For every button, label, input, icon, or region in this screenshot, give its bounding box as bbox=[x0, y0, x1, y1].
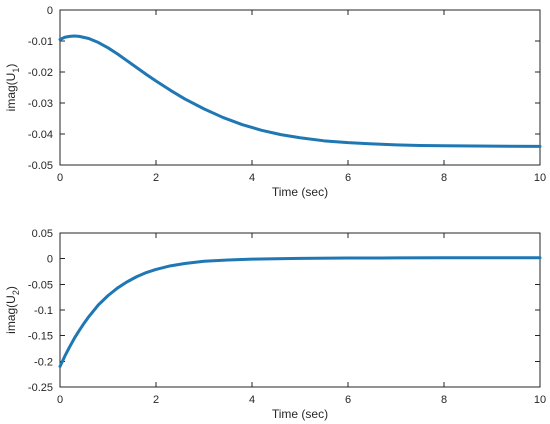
chart-2-axes-box bbox=[59, 232, 541, 388]
chart-1-axes-box bbox=[59, 9, 541, 166]
chart-1-x-tick-label: 10 bbox=[534, 172, 546, 184]
chart-2-x-axis-label: Time (sec) bbox=[272, 407, 328, 421]
chart-1-y-axis-label-subscript: 1 bbox=[11, 68, 21, 73]
chart-1-x-tick-label: 8 bbox=[441, 172, 447, 184]
chart-1-y-tick-label: -0.05 bbox=[28, 160, 53, 172]
plot-imag-u1: 0 2 4 6 8 10 -0.05 -0.04 -0.03 -0.02 -0.01 0 Time (s… bbox=[4, 5, 546, 199]
chart-1-x-tick-label: 6 bbox=[345, 172, 351, 184]
chart-2-y-tick-label: 0 bbox=[47, 254, 53, 266]
chart-1-y-tick-label: 0 bbox=[47, 5, 53, 17]
chart-2-x-tick-label: 4 bbox=[249, 394, 255, 406]
chart-1-y-axis-label: imag(U1) bbox=[4, 64, 21, 112]
chart-2-y-axis-label-subscript: 2 bbox=[11, 290, 21, 295]
chart-1-y-tick-label: -0.01 bbox=[28, 36, 53, 48]
chart-2-series-line-1 bbox=[58, 256, 542, 368]
chart-2-x-tick-label: 8 bbox=[441, 394, 447, 406]
chart-1-x-tick-label: 2 bbox=[153, 172, 159, 184]
chart-2-y-tick-label: 0.05 bbox=[32, 228, 53, 240]
chart-2-x-tick-label: 2 bbox=[153, 394, 159, 406]
chart-2-y-tick-label: -0.25 bbox=[28, 382, 53, 394]
chart-2-x-tick-label: 6 bbox=[345, 394, 351, 406]
chart-1-x-tick-label: 4 bbox=[249, 172, 255, 184]
plot-imag-u2: 0 2 4 6 8 10 -0.25 -0.2 -0.15 -0.1 -0.05 0 0.05 Time … bbox=[4, 228, 546, 421]
chart-2-y-axis-label: imag(U2) bbox=[4, 286, 21, 334]
chart-2-y-axis-label-suffix: ) bbox=[4, 286, 18, 290]
chart-1-y-axis-label-suffix: ) bbox=[4, 64, 18, 68]
chart-2-y-tick-label: -0.15 bbox=[28, 331, 53, 343]
chart-2-y-tick-label: -0.05 bbox=[28, 279, 53, 291]
chart-2-x-tick-label: 10 bbox=[534, 394, 546, 406]
chart-1-y-tick-label: -0.04 bbox=[28, 129, 53, 141]
chart-2-y-axis-label-prefix: imag(U bbox=[4, 295, 18, 334]
chart-1-x-tick-label: 0 bbox=[57, 172, 63, 184]
chart-1-series-line-1 bbox=[58, 34, 542, 148]
chart-2-y-tick-label: -0.1 bbox=[34, 305, 53, 317]
chart-1-y-tick-label: -0.02 bbox=[28, 67, 53, 79]
chart-1-y-axis-label-prefix: imag(U bbox=[4, 73, 18, 112]
chart-2-x-tick-label: 0 bbox=[57, 394, 63, 406]
chart-1-y-tick-label: -0.03 bbox=[28, 98, 53, 110]
chart-2-y-tick-label: -0.2 bbox=[34, 356, 53, 368]
chart-1-x-axis-label: Time (sec) bbox=[272, 185, 328, 199]
